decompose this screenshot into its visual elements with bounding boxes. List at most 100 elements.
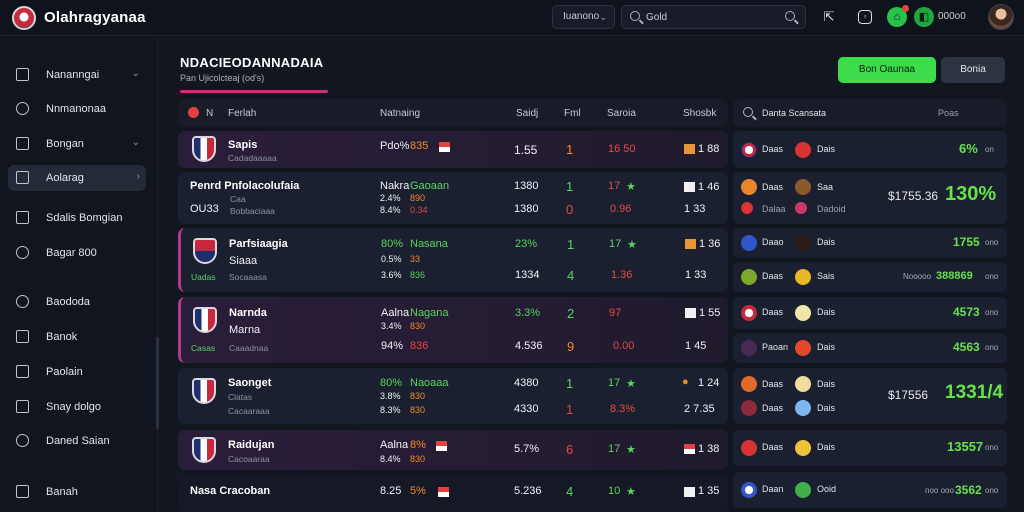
odds-value[interactable]: 836 [410,340,429,352]
notification-icon[interactable]: ⌂ [887,5,909,27]
select-all-icon[interactable] [188,107,199,118]
stat-value: 0.00 [613,340,635,352]
odds-value[interactable]: 8% [410,439,426,451]
odds-value[interactable]: 836 [410,270,426,280]
card-odds[interactable]: 388869 [936,270,973,282]
wallet-icon[interactable]: ◧ [914,7,934,27]
column-header[interactable]: Saidj [516,108,539,119]
match-card[interactable]: Daao Dais 1755 ono [733,228,1007,258]
search-input[interactable]: Gold [621,5,806,29]
table-row[interactable]: Raidujan Cacoaaraa Aalna 8% 8.4% 830 5.7… [178,430,728,470]
card-odds[interactable]: 4563 [953,340,980,354]
sidebar-item-11[interactable]: Daned Saian [8,428,146,454]
stat-value[interactable]: 1 55 [699,307,721,319]
match-card[interactable]: Daan Ooid noo ooo 3562 ono [733,472,1007,508]
stat-value: 10 [608,485,621,497]
column-header[interactable]: Natnaing [380,108,421,119]
card-odds[interactable]: 3562 [955,483,982,497]
odds-value[interactable]: Nagana [410,307,449,319]
sidebar-item-1[interactable]: Nananngai ⌄ [8,62,146,88]
table-row[interactable]: Saonget Clatas Cacaaraaa 80% Naoaaa 3.8%… [178,368,728,424]
team-sub: Clatas [228,392,253,402]
stat-value[interactable]: 2 7.35 [684,403,715,415]
star-icon: ★ [626,486,636,498]
match-card[interactable]: Paoan Dais 4563 ono [733,333,1007,363]
sidebar-item-9[interactable]: Paolain [8,359,146,385]
odds-value[interactable]: 830 [410,405,426,415]
odds-value[interactable]: 33 [410,254,421,264]
table-row[interactable]: Parfsiaagia Siaaa Uadas Socaaasa 80% Nas… [178,228,728,292]
match-card[interactable]: Daas Dais 6% on [733,131,1007,168]
team-a: Daao [762,237,784,247]
match-card[interactable]: Daas Dais 4573 ono [733,297,1007,329]
stat-value[interactable]: 1 33 [685,269,707,281]
sidebar-item-8[interactable]: Banok [8,324,146,350]
stat-value[interactable]: 1 24 [698,377,720,389]
search-icon[interactable] [743,107,753,117]
odds-value[interactable]: 830 [410,454,426,464]
stats-icon [16,330,29,343]
team-a: Daas [762,442,784,452]
card-odds[interactable]: 1331/4 [945,382,1004,403]
match-card[interactable]: Daas Dais 13557 ono [733,430,1007,466]
stat-value[interactable]: 1 33 [684,203,706,215]
sidebar-item-label: Daned Saian [46,435,110,447]
column-header[interactable]: Fml [564,108,581,119]
stat-value[interactable]: 1 38 [698,443,720,455]
search-submit-icon[interactable] [785,11,795,21]
team-b: Sais [817,271,835,281]
stat-value[interactable]: 1 46 [698,181,720,193]
team-a2: Dalaa [762,204,786,214]
card-odds[interactable]: 4573 [953,305,980,319]
table-row[interactable]: Penrd Pnfolacolufaia Caa OU33 Bobbaciaaa… [178,172,728,224]
odds-value[interactable]: 830 [410,391,426,401]
odds-label: 8.4% [380,454,401,464]
stat-value[interactable]: 1 35 [698,485,720,497]
odds-value[interactable]: 835 [410,140,429,152]
screen-icon[interactable]: ▫ [858,10,872,24]
pin-icon[interactable]: ⇱ [823,9,835,24]
table-row[interactable]: Narnda Marna Casas Caaadnaa Aalna Nagana… [178,297,728,363]
market-icon [685,239,696,249]
odds-value[interactable]: Gaoaan [410,180,450,192]
card-odds[interactable]: 1755 [953,235,980,249]
sidebar-item-10[interactable]: Snay dolgo [8,394,146,420]
stat-value: 4 [567,268,575,283]
sidebar-item-6[interactable]: Bagar 800 [8,240,146,266]
match-card[interactable]: Daas Sais Nooooo 388869 ono [733,262,1007,292]
sport-select[interactable]: Iuanono ⌄ [552,5,615,29]
card-odds[interactable]: 13557 [947,439,984,454]
odds-value[interactable]: 830 [410,321,426,331]
secondary-button[interactable]: Bonia [941,57,1005,83]
sidebar-item-12[interactable]: Banah [8,479,146,505]
sidebar-item-5[interactable]: Sdalis Bomgian [8,205,146,231]
column-header[interactable]: N [206,108,214,119]
table-row[interactable]: Sapis Cadadaaaaa Pdo% 835 1.55 1 16 50 1… [178,131,728,168]
match-card[interactable]: Daas Dais Daas Dais $17556 1331/4 [733,368,1007,424]
stat-value[interactable]: 1 88 [698,143,720,155]
odds-value[interactable]: 890 [410,193,426,203]
sidebar-item-4[interactable]: Aolarag › [8,165,146,191]
odds-value[interactable]: 0.34 [410,205,428,215]
sidebar-item-2[interactable]: Nnmanonaa [8,96,146,122]
match-card[interactable]: Daas Saa Dalaa Dadoid $1755.36 130% [733,172,1007,224]
stat-value[interactable]: 1 36 [699,238,721,250]
card-odds[interactable]: 130% [945,183,997,205]
team-name: Parfsiaagia [229,238,288,250]
table-row[interactable]: Nasa Cracoban 8.25 5% 5.236 4 10 ★ 1 35 [178,475,728,512]
app-logo[interactable] [12,6,36,30]
primary-button[interactable]: Bon Oaunaa [838,57,936,83]
odds-value[interactable]: Naoaaa [410,377,449,389]
sidebar-item-7[interactable]: Baododa [8,289,146,315]
column-header[interactable]: Saroia [607,108,636,119]
column-header[interactable]: Ferlah [228,108,257,119]
sidebar-scrollbar[interactable] [156,337,159,429]
team-a2-icon [741,400,757,416]
stat-value[interactable]: 1 45 [685,340,707,352]
odds-value[interactable]: Nasana [410,238,448,250]
user-avatar[interactable] [988,4,1014,30]
odds-value[interactable]: 5% [410,485,426,497]
column-header[interactable]: Shosbk [683,108,717,119]
sidebar-item-3[interactable]: Bongan ⌄ [8,131,146,157]
card-odds[interactable]: 6% [959,141,978,156]
